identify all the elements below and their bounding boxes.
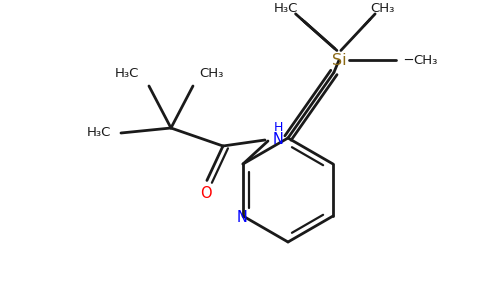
Text: ─: ─ — [404, 54, 412, 67]
Text: H: H — [273, 122, 283, 134]
Text: CH₃: CH₃ — [199, 68, 223, 80]
Text: CH₃: CH₃ — [414, 54, 438, 67]
Text: H₃C: H₃C — [273, 2, 298, 15]
Text: N: N — [272, 131, 284, 146]
Text: H₃C: H₃C — [87, 127, 111, 140]
Text: O: O — [200, 186, 212, 201]
Text: H₃C: H₃C — [115, 68, 139, 80]
Text: N: N — [237, 209, 247, 224]
Text: CH₃: CH₃ — [371, 2, 395, 15]
Text: Si: Si — [332, 53, 346, 68]
